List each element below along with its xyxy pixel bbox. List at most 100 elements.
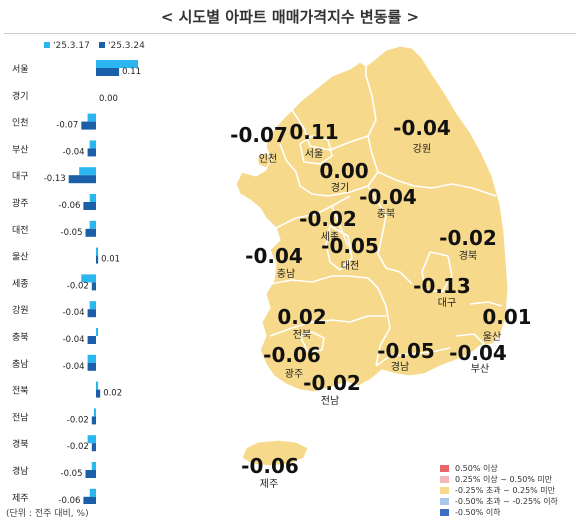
map-value-sejong: -0.02	[299, 207, 357, 231]
map-value-jeju: -0.06	[241, 454, 299, 478]
category-label: 경기	[12, 90, 29, 102]
unit-note: (단위 : 전주 대비, %)	[6, 509, 89, 519]
category-label: 강원	[12, 305, 29, 316]
category-label: 제주	[12, 493, 29, 504]
category-label: 서울	[12, 64, 29, 75]
bar-1	[68, 175, 96, 184]
data-label: -0.06	[58, 496, 80, 504]
map-border	[367, 185, 413, 285]
map-value-busan: -0.04	[449, 341, 507, 365]
category-label: 울산	[12, 252, 29, 263]
map-legend-swatch	[440, 509, 449, 516]
map-value-gangwon: -0.04	[393, 116, 451, 140]
data-label: 0.01	[101, 255, 120, 265]
bar-1	[87, 148, 96, 157]
data-label: -0.02	[67, 415, 89, 425]
map-legend-swatch	[440, 476, 449, 483]
map-value-jeonbuk: 0.02	[277, 305, 326, 329]
legend-swatch-0	[44, 42, 50, 48]
map-region-chungnam: 충남	[277, 268, 295, 280]
category-label: 부산	[12, 144, 29, 155]
category-label: 인천	[12, 118, 29, 129]
map-region-daejeon: 대전	[341, 260, 359, 272]
bar-1	[91, 282, 96, 291]
map-legend-row: -0.50% 이하	[440, 507, 558, 518]
map-border	[375, 305, 391, 367]
bar-1	[96, 255, 99, 264]
category-label: 경남	[12, 465, 29, 477]
map-border	[275, 195, 351, 229]
category-label: 광주	[12, 197, 29, 209]
bar-1	[91, 443, 96, 452]
data-label: -0.04	[63, 335, 85, 345]
map-legend-label: -0.50% 초과 ~ -0.25% 이하	[455, 497, 558, 506]
bar-1	[83, 202, 96, 210]
data-label: 0.02	[103, 389, 122, 399]
data-label: -0.06	[58, 201, 80, 211]
data-label: 0.11	[122, 67, 141, 77]
map-legend-row: 0.25% 이상 ~ 0.50% 미만	[440, 474, 558, 485]
map-region-jeonnam: 전남	[321, 395, 339, 407]
data-label: 0.00	[99, 94, 118, 104]
map-legend-label: -0.50% 이하	[455, 508, 501, 517]
category-label: 경북	[12, 438, 29, 450]
map-region-jeonbuk: 전북	[293, 329, 311, 341]
map-border	[375, 347, 451, 367]
map-region-gwangju: 광주	[285, 368, 303, 380]
bar-0	[89, 220, 96, 229]
title-divider	[4, 33, 576, 34]
map-legend-row: -0.25% 초과 ~ 0.25% 미만	[440, 485, 558, 496]
map-mainland	[235, 45, 509, 393]
map-region-gyeonggi: 경기	[331, 181, 349, 194]
map-shapes	[235, 45, 509, 467]
map-legend-swatch	[440, 465, 449, 472]
map-value-gyeongnam: -0.05	[377, 339, 435, 363]
data-label: -0.04	[63, 308, 85, 318]
data-label: -0.13	[44, 174, 66, 184]
map-legend: 0.50% 이상 0.25% 이상 ~ 0.50% 미만 -0.25% 초과 ~ 0…	[440, 463, 558, 518]
map-region-incheon: 인천	[259, 153, 277, 165]
bar-0	[89, 140, 96, 149]
legend-label-0: '25.3.17	[53, 41, 90, 51]
map-region-gangwon: 강원	[413, 143, 431, 155]
map-border	[269, 315, 386, 337]
map-legend-label: -0.25% 초과 ~ 0.25% 미만	[455, 486, 556, 495]
map-value-chungnam: -0.04	[245, 244, 303, 268]
bar-1	[87, 362, 96, 371]
map-legend-label: 0.50% 이상	[455, 464, 498, 473]
category-label: 세종	[12, 278, 29, 289]
map-region-sejong: 세종	[321, 231, 339, 243]
category-label: 대구	[12, 171, 29, 182]
bar-0	[89, 194, 96, 202]
map-value-jeonnam: -0.02	[303, 371, 361, 395]
category-label: 충남	[12, 359, 29, 370]
bar-0	[87, 113, 96, 122]
data-label: -0.02	[67, 281, 89, 291]
bar-0	[89, 301, 96, 310]
bar-0	[87, 435, 96, 444]
map-border	[377, 171, 497, 197]
map-value-daejeon: -0.05	[321, 234, 379, 258]
bar-1	[96, 68, 120, 76]
map-legend-swatch	[440, 487, 449, 494]
bar-0	[87, 354, 96, 363]
map-region-daegu: 대구	[438, 297, 456, 309]
bar-0	[96, 328, 99, 336]
map-border	[455, 333, 485, 355]
legend-swatch-1	[99, 42, 105, 48]
map-legend-swatch	[440, 498, 449, 505]
bar-0	[81, 274, 96, 283]
map-border	[331, 205, 349, 247]
bar-0	[96, 60, 138, 68]
bar-1	[85, 470, 96, 478]
map-value-ulsan: 0.01	[482, 305, 530, 329]
map-border	[469, 301, 503, 307]
map-region-seoul: 서울	[305, 148, 323, 160]
map-value-gyeonggi: 0.00	[319, 159, 368, 183]
map-value-incheon: -0.07	[230, 123, 288, 147]
bar-1	[81, 121, 96, 130]
map-region-busan: 부산	[471, 363, 489, 375]
category-label: 전북	[12, 386, 29, 397]
